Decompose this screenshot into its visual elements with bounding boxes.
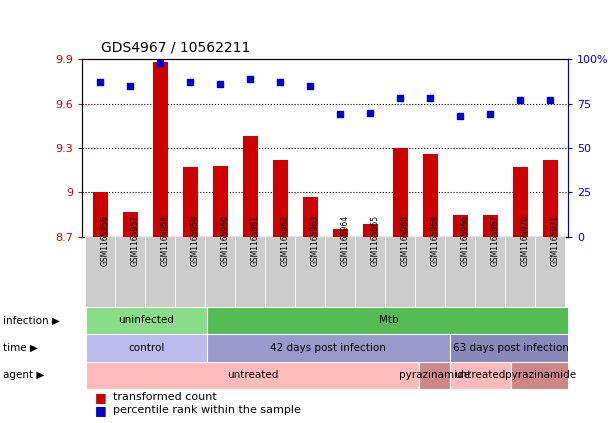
Text: time ▶: time ▶ (3, 343, 38, 353)
Text: GSM1165965: GSM1165965 (370, 215, 379, 266)
Bar (453, 214, 468, 237)
Point (455, 113, 465, 119)
Bar (86, 307, 207, 334)
Text: GSM1165966: GSM1165966 (460, 215, 469, 266)
Bar (243, 136, 258, 237)
Text: ■: ■ (95, 391, 111, 404)
Point (306, 82, 315, 89)
Bar (393, 148, 408, 237)
Text: GSM1165962: GSM1165962 (280, 215, 290, 266)
Bar (145, 237, 175, 307)
Bar (386, 237, 415, 307)
Bar (326, 237, 356, 307)
Point (485, 111, 495, 118)
Text: 63 days post infection: 63 days post infection (453, 343, 568, 353)
Bar (153, 62, 168, 237)
Bar (445, 237, 475, 307)
Point (365, 109, 375, 116)
Bar (543, 160, 558, 237)
Bar (183, 167, 198, 237)
Bar (273, 160, 288, 237)
Bar (265, 237, 295, 307)
Bar (415, 237, 445, 307)
Text: infection ▶: infection ▶ (3, 316, 60, 325)
Bar (363, 223, 378, 237)
Bar (450, 362, 511, 389)
Bar (123, 212, 138, 237)
Bar (115, 237, 145, 307)
Bar (333, 229, 348, 237)
Text: GSM1165969: GSM1165969 (430, 215, 439, 266)
Text: GSM1165956: GSM1165956 (100, 215, 109, 266)
Point (126, 82, 136, 89)
Bar (450, 334, 571, 362)
Point (546, 97, 555, 104)
Point (276, 79, 285, 86)
Bar (295, 237, 326, 307)
Bar (505, 237, 535, 307)
Bar (483, 214, 498, 237)
Text: agent ▶: agent ▶ (3, 371, 45, 380)
Text: GSM1165957: GSM1165957 (131, 215, 139, 266)
Bar (356, 237, 386, 307)
Bar (475, 237, 505, 307)
Text: GSM1165958: GSM1165958 (161, 215, 169, 266)
Bar (513, 167, 528, 237)
Text: GSM1165967: GSM1165967 (490, 215, 499, 266)
Text: uninfected: uninfected (119, 316, 174, 325)
Text: control: control (128, 343, 164, 353)
Point (246, 75, 255, 82)
Bar (86, 237, 115, 307)
Text: GSM1165961: GSM1165961 (251, 215, 260, 266)
Text: GSM1165970: GSM1165970 (520, 215, 529, 266)
Bar (207, 307, 571, 334)
Bar (207, 334, 450, 362)
Point (335, 111, 345, 118)
Text: Mtb: Mtb (379, 316, 399, 325)
Bar (235, 237, 265, 307)
Point (186, 79, 196, 86)
Text: GDS4967 / 10562211: GDS4967 / 10562211 (101, 41, 250, 55)
Text: pyrazinamide: pyrazinamide (505, 371, 576, 380)
Bar (86, 362, 420, 389)
Text: transformed count: transformed count (113, 393, 217, 402)
Text: 42 days post infection: 42 days post infection (271, 343, 386, 353)
Bar (511, 362, 571, 389)
Bar (205, 237, 235, 307)
Text: ■: ■ (95, 404, 111, 417)
Text: GSM1165963: GSM1165963 (310, 215, 320, 266)
Point (515, 97, 525, 104)
Bar (175, 237, 205, 307)
Bar (420, 362, 450, 389)
Text: GSM1165968: GSM1165968 (400, 215, 409, 266)
Bar (423, 154, 438, 237)
Point (95, 79, 105, 86)
Text: pyrazinamide: pyrazinamide (399, 371, 470, 380)
Text: GSM1165960: GSM1165960 (221, 215, 229, 266)
Text: GSM1165964: GSM1165964 (340, 215, 349, 266)
Point (156, 59, 166, 66)
Text: GSM1165959: GSM1165959 (191, 215, 199, 266)
Point (216, 81, 225, 88)
Bar (93, 192, 108, 237)
Bar (213, 166, 228, 237)
Point (395, 95, 405, 102)
Text: percentile rank within the sample: percentile rank within the sample (113, 406, 301, 415)
Text: untreated: untreated (227, 371, 278, 380)
Bar (303, 197, 318, 237)
Text: GSM1165971: GSM1165971 (551, 215, 559, 266)
Bar (86, 334, 207, 362)
Point (425, 95, 435, 102)
Bar (535, 237, 565, 307)
Text: untreated: untreated (455, 371, 506, 380)
